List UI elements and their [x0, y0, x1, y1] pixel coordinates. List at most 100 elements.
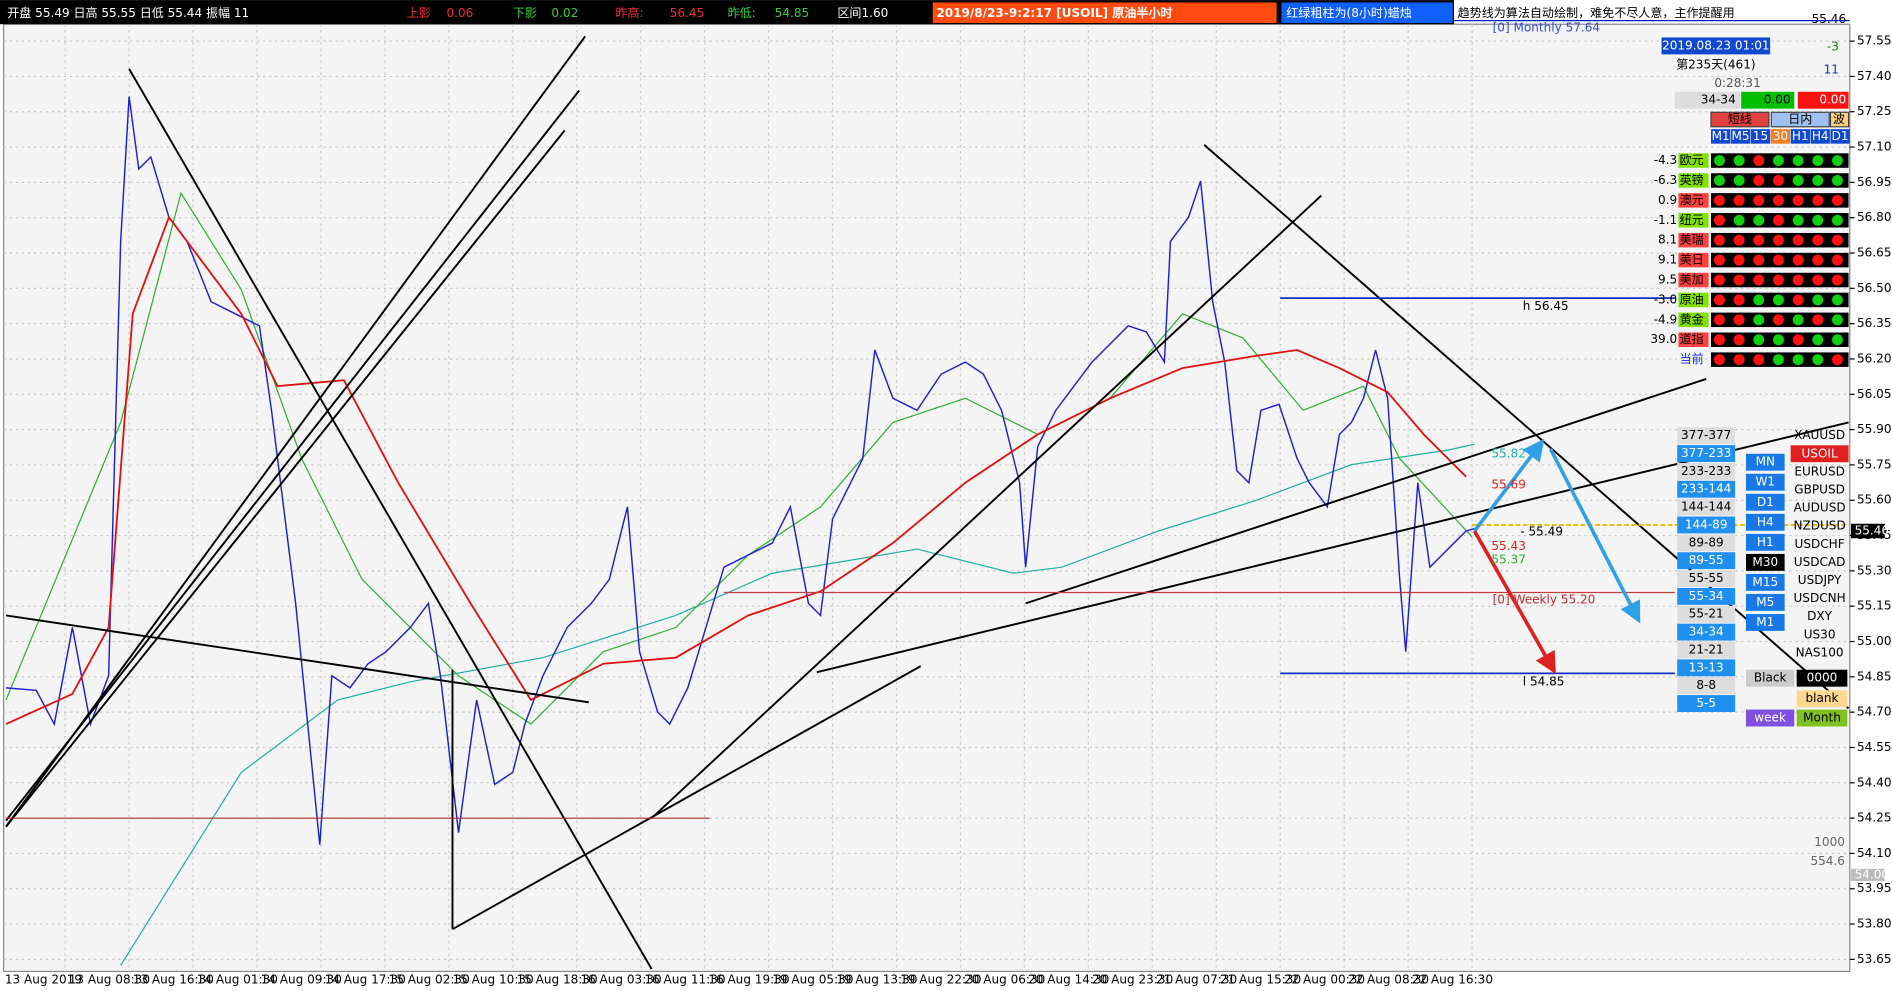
price-label: 57.55 [1857, 34, 1891, 48]
symbol[interactable]: US30 [1804, 627, 1836, 641]
header-upper-val: 0.06 [446, 6, 473, 20]
status-dot [1812, 354, 1824, 366]
tab[interactable]: 波 [1833, 112, 1845, 126]
currency-value: -3.0 [1654, 292, 1678, 306]
timeframe[interactable]: D1 [1757, 495, 1774, 509]
time-label: 13 Aug 08:30 [69, 972, 150, 986]
status-dot [1832, 314, 1843, 326]
timeframe[interactable]: M5 [1756, 595, 1774, 609]
time-label: 13 Aug 2019 [5, 972, 82, 986]
period[interactable]: M1 [1712, 129, 1730, 143]
status-dot [1714, 175, 1725, 186]
symbol[interactable]: AUDUSD [1794, 501, 1846, 515]
status-dot [1733, 334, 1745, 346]
period[interactable]: H1 [1792, 129, 1809, 143]
symbol[interactable]: XAUUSD [1794, 428, 1845, 442]
count: 55-21 [1689, 607, 1724, 621]
title-bg [932, 2, 1277, 23]
currency-name: 英镑 [1680, 172, 1704, 187]
tab-bg [1710, 111, 1770, 128]
status-dot [1733, 294, 1745, 306]
currency-name-bg [1678, 292, 1709, 308]
symbol[interactable]: USDCHF [1795, 537, 1845, 551]
trendline [5, 35, 586, 828]
price-label: 53.65 [1857, 952, 1891, 966]
arrow-down [1548, 448, 1641, 624]
symbol[interactable]: EURUSD [1794, 464, 1845, 478]
button[interactable]: Month [1803, 711, 1841, 725]
symbol[interactable]: USDJPY [1798, 573, 1842, 587]
period[interactable]: D1 [1832, 129, 1849, 143]
time-label: 14 Aug 17:30 [325, 972, 406, 986]
status-dot [1812, 294, 1824, 306]
status-dot [1753, 294, 1765, 306]
tab[interactable]: 短线 [1728, 112, 1752, 126]
symbol[interactable]: USDCAD [1794, 555, 1846, 569]
volume: 1000 [1814, 835, 1845, 849]
status-dot [1832, 155, 1843, 166]
time-label: 21 Aug 15:30 [1220, 972, 1301, 986]
currency-name: 黄金 [1680, 311, 1704, 326]
count: 55-34 [1689, 589, 1724, 603]
count-bg [1677, 498, 1736, 516]
period[interactable]: 30 [1773, 129, 1788, 143]
left-val-bg [1741, 91, 1795, 109]
symbol[interactable]: NAS100 [1796, 645, 1844, 659]
currency-name: 道指 [1680, 331, 1704, 346]
status-dot [1773, 234, 1784, 246]
period-bg [1711, 129, 1731, 144]
trendline [128, 68, 653, 970]
currency-name: 美加 [1680, 273, 1704, 287]
timeframe[interactable]: M1 [1756, 615, 1774, 629]
currency-name-bg [1678, 193, 1709, 208]
timeframe-bg [1745, 493, 1785, 511]
plot-area [3, 23, 1851, 973]
symbol[interactable]: USDCNH [1793, 591, 1845, 605]
header-legend: 红绿粗柱为(8小时)蜡烛 [1286, 5, 1412, 20]
timeframe[interactable]: W1 [1756, 475, 1776, 489]
header-prev-high: 昨高: [615, 5, 643, 20]
price-label: 54.85 [1857, 669, 1891, 683]
price-line [5, 96, 1475, 845]
timeframe[interactable]: MN [1756, 455, 1775, 469]
header-prev-high-val: 56.45 [670, 6, 705, 20]
symbol[interactable]: USOIL [1801, 446, 1837, 460]
status-dot [1812, 234, 1824, 246]
button[interactable]: Black [1754, 671, 1787, 685]
tab[interactable]: 日内 [1788, 112, 1812, 126]
period[interactable]: M5 [1732, 129, 1750, 143]
symbol[interactable]: GBPUSD [1794, 482, 1845, 496]
period[interactable]: H4 [1812, 129, 1829, 143]
period-bg [1810, 129, 1830, 144]
price-label: 56.20 [1857, 351, 1891, 365]
status-dot [1792, 334, 1804, 346]
button[interactable]: week [1754, 711, 1786, 725]
arrow-red [1472, 530, 1556, 675]
time-label: 19 Aug 22:30 [900, 972, 981, 986]
header-open: 开盘 55.49 日高 55.55 日低 55.44 振幅 11 [7, 5, 249, 20]
trendline [650, 194, 1322, 819]
timeframe[interactable]: H4 [1757, 515, 1774, 529]
header-prev-low-val: 54.85 [775, 6, 810, 20]
symbol[interactable]: NZDUSD [1793, 519, 1845, 533]
timeframe[interactable]: M15 [1752, 575, 1778, 589]
ma4-label: 55.37 [1491, 552, 1526, 566]
timeframe-bg [1745, 473, 1785, 491]
timeframe[interactable]: M30 [1752, 555, 1778, 569]
status-dot [1714, 274, 1725, 286]
status-dot [1832, 354, 1843, 366]
currency-value: 0.9 [1658, 193, 1677, 207]
symbol[interactable]: DXY [1807, 609, 1833, 623]
period[interactable]: 15 [1753, 129, 1768, 143]
status-dot [1773, 274, 1784, 286]
timeframe[interactable]: H1 [1757, 535, 1774, 549]
status-dot [1753, 214, 1765, 226]
button[interactable]: 0000 [1807, 671, 1838, 685]
price-tag2-bg [1850, 868, 1885, 881]
weekly-label: [0] Weekly 55.20 [1493, 592, 1596, 606]
status-dot [1773, 194, 1784, 206]
button[interactable]: blank [1806, 691, 1839, 705]
status-dot [1714, 334, 1725, 346]
info-change: -3 [1827, 40, 1839, 54]
currency-name: 欧元 [1680, 153, 1704, 167]
